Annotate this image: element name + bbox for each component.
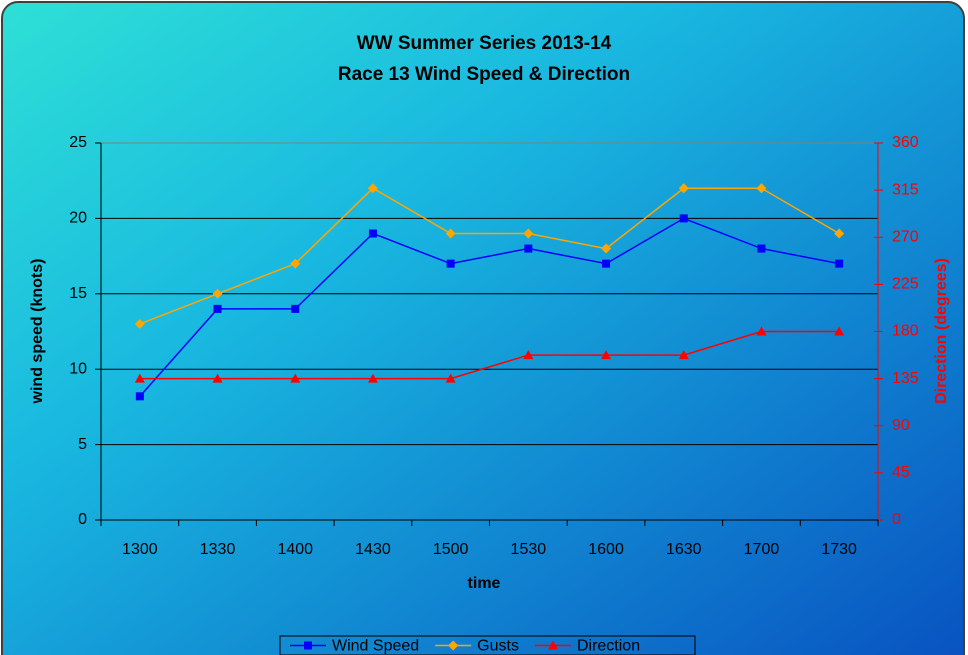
marker: [524, 244, 533, 253]
legend-box: [279, 635, 696, 655]
y2-tick-label: 0: [892, 511, 901, 528]
marker: [212, 288, 223, 299]
marker: [135, 392, 144, 401]
chart-title: Race 13 Wind Speed & Direction: [338, 64, 630, 85]
marker: [291, 304, 300, 313]
y-tick-label: 20: [69, 210, 87, 227]
x-tick-label: 1500: [433, 541, 469, 558]
marker: [134, 373, 145, 383]
x-tick-label: 1700: [744, 541, 780, 558]
series-line: [139, 187, 840, 325]
marker: [134, 318, 145, 329]
x-tick-label: 1600: [588, 541, 624, 558]
marker: [601, 243, 612, 254]
legend: Wind Speed Gusts Direction: [279, 635, 696, 655]
marker: [213, 304, 222, 313]
x-tick-label: 1530: [511, 541, 547, 558]
marker: [446, 259, 455, 268]
x-tick-label: 1400: [277, 541, 313, 558]
legend-label: Direction: [577, 638, 640, 655]
y2-tick-label: 270: [892, 228, 919, 245]
marker: [602, 259, 611, 268]
legend-marker: [547, 640, 558, 650]
marker: [678, 183, 689, 194]
x-tick-label: 1330: [200, 541, 236, 558]
marker: [212, 373, 223, 383]
y-tick-label: 15: [69, 285, 87, 302]
marker: [756, 326, 767, 336]
marker: [367, 183, 378, 194]
legend-marker: [448, 640, 459, 651]
x-axis-title: time: [468, 575, 501, 592]
marker: [679, 214, 688, 223]
x-tick-label: 1730: [821, 541, 857, 558]
y2-tick-label: 315: [892, 181, 919, 198]
y-tick-label: 10: [69, 360, 87, 377]
y2-tick-label: 360: [892, 134, 919, 151]
x-tick-label: 1430: [355, 541, 391, 558]
y2-tick-label: 225: [892, 276, 919, 293]
marker: [601, 350, 612, 360]
y-tick-label: 0: [78, 511, 87, 528]
marker: [367, 373, 378, 383]
chart-title: WW Summer Series 2013-14: [357, 33, 612, 54]
marker: [835, 259, 844, 268]
y2-tick-label: 90: [892, 417, 910, 434]
y2-tick-label: 45: [892, 464, 910, 481]
series-line: [139, 217, 840, 397]
marker: [523, 350, 534, 360]
y2-axis-title: Direction (degrees): [933, 258, 950, 404]
series-line: [139, 330, 840, 380]
marker: [445, 373, 456, 383]
marker: [834, 326, 845, 336]
x-tick-label: 1630: [666, 541, 702, 558]
legend-marker: [304, 641, 312, 650]
y2-tick-label: 135: [892, 370, 919, 387]
marker: [290, 373, 301, 383]
marker: [290, 258, 301, 269]
y-tick-label: 25: [69, 134, 87, 151]
y-tick-label: 5: [78, 436, 87, 453]
marker: [678, 350, 689, 360]
marker: [445, 228, 456, 239]
marker: [757, 244, 766, 253]
x-tick-label: 1300: [122, 541, 158, 558]
y2-tick-label: 180: [892, 323, 919, 340]
legend-label: Gusts: [477, 638, 519, 655]
marker: [368, 229, 377, 238]
legend-label: Wind Speed: [332, 638, 419, 655]
marker: [834, 228, 845, 239]
marker: [523, 228, 534, 239]
marker: [756, 183, 767, 194]
y-axis-title: wind speed (knots): [29, 259, 46, 405]
